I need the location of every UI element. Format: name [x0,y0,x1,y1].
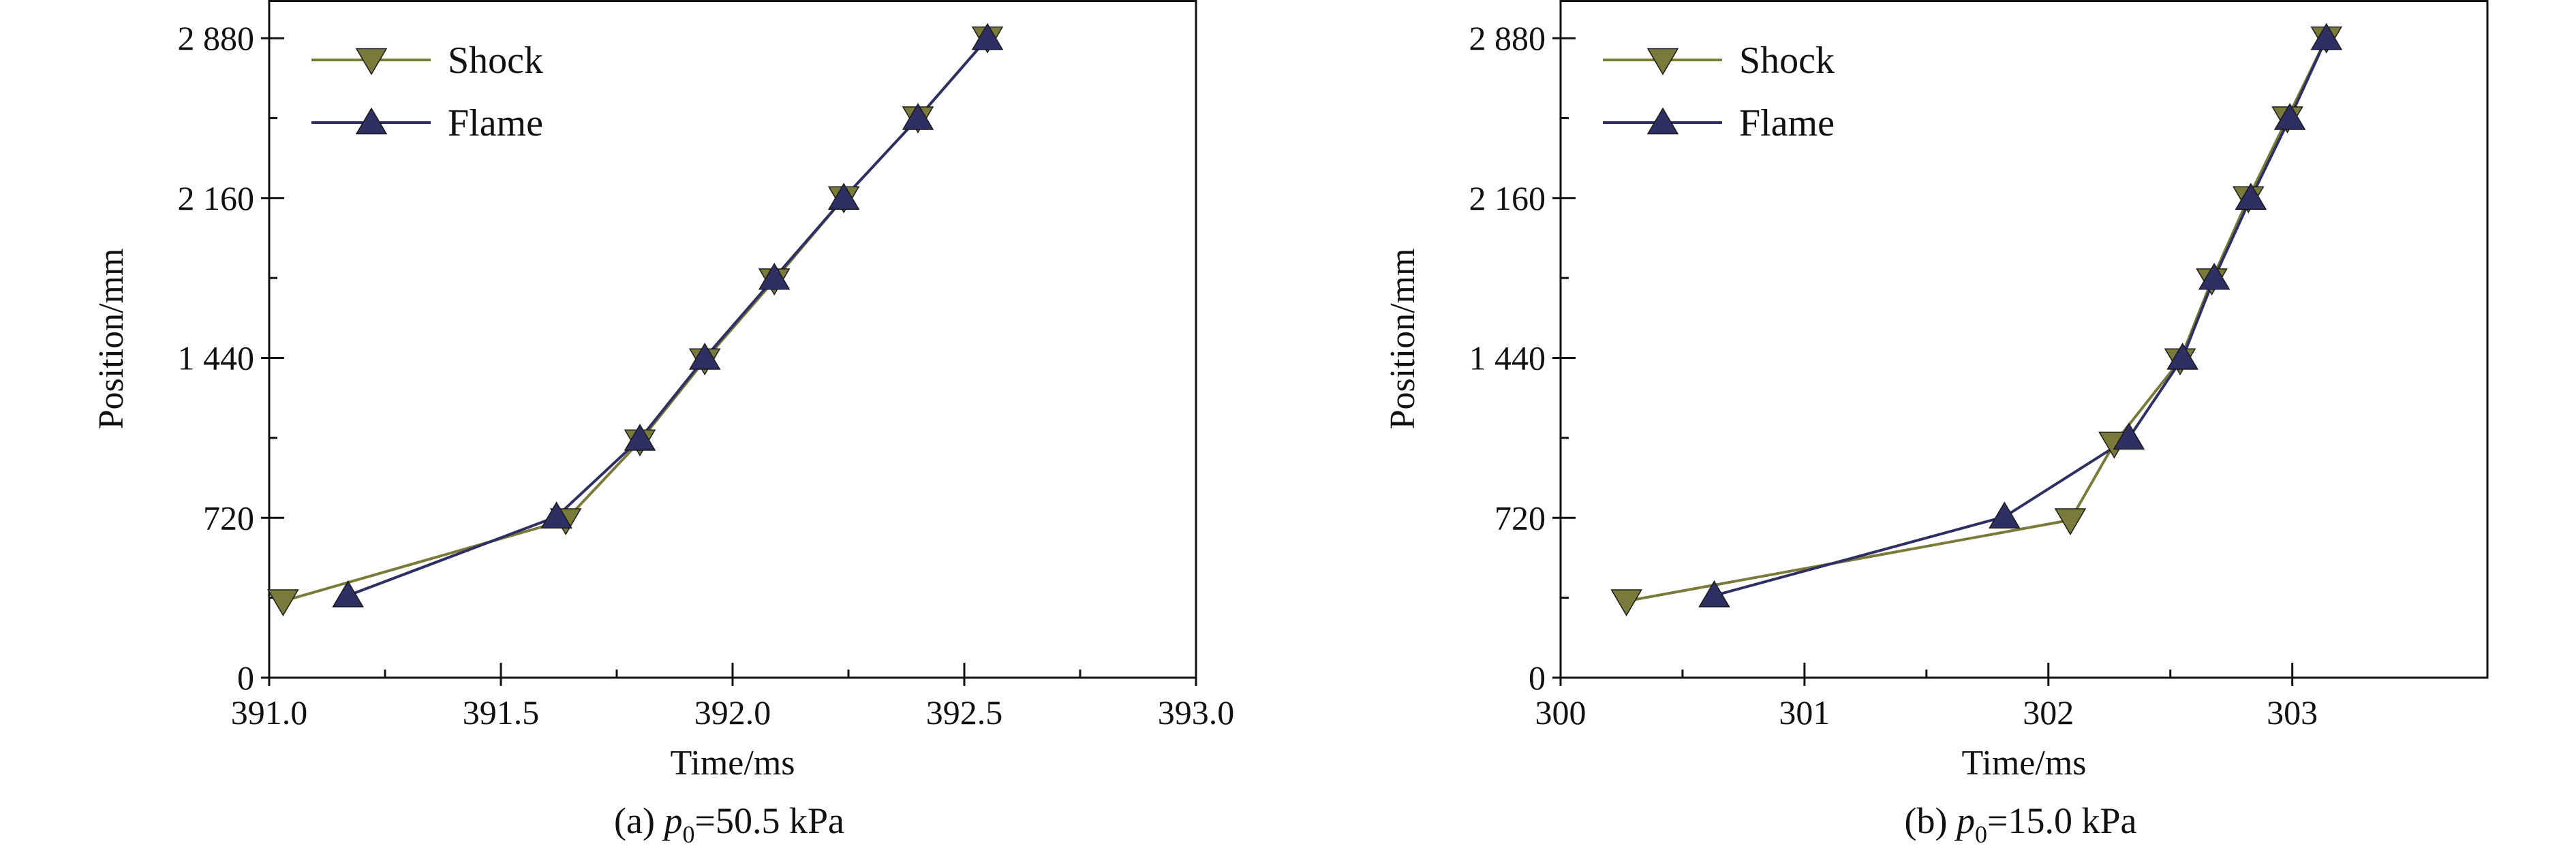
caption-symbol: p [1954,800,1975,841]
data-point-flame [2113,422,2145,450]
y-tick-label: 2 880 [1469,19,1546,57]
caption-subscript: 0 [682,821,694,848]
x-axis-title: Time/ms [1961,744,2086,783]
panel-caption: (a) p0=50.5 kPa [614,800,844,848]
legend-marker-flame [1646,107,1679,135]
data-point-flame [540,501,572,529]
x-tick-label: 393.0 [1158,693,1235,732]
x-tick-label: 300 [1535,693,1586,732]
x-tick-label: 302 [2023,693,2074,732]
x-tick-label: 392.5 [926,693,1003,732]
data-point-flame [971,22,1004,50]
x-tick-label: 391.5 [463,693,540,732]
series-line-flame [1713,37,2328,597]
y-axis-title: Position/mm [92,249,131,430]
data-point-flame [758,262,791,290]
caption-prefix: (b) [1905,800,1957,841]
panel-b: 0 720 1 440 2 160 2 880 300 301 302 303 Time/ms Po… [1383,0,2489,848]
y-tick-label: 0 [237,659,254,697]
legend-label-shock: Shock [448,40,543,82]
caption-symbol: p [661,800,682,841]
data-point-flame [688,343,721,370]
panel-caption: (b) p0=15.0 kPa [1905,800,2137,848]
legend-label-flame: Flame [448,102,543,144]
y-tick-label: 720 [203,499,254,537]
x-tick-label: 303 [2267,693,2318,732]
y-tick-label: 2 880 [178,19,255,57]
data-point-flame [2198,262,2230,290]
data-point-flame [827,183,860,210]
caption-prefix: (a) [614,800,664,841]
data-point-flame [2235,183,2267,210]
series-line-shock [1626,37,2328,603]
x-tick-label: 392.0 [694,693,771,732]
caption-subscript: 0 [1975,821,1987,848]
caption-suffix: =50.5 kPa [694,800,844,841]
legend-marker-shock [355,48,388,76]
plot-frame [268,0,1197,679]
legend-marker-flame [355,107,388,135]
data-point-flame [1989,501,2021,529]
x-tick-label: 301 [1779,693,1830,732]
legend-marker-shock [1646,48,1679,76]
data-point-flame [2273,103,2306,130]
legend-label-flame: Flame [1739,102,1835,144]
y-tick-label: 2 160 [1469,179,1546,217]
legend-label-shock: Shock [1739,40,1835,82]
data-point-shock [2054,508,2087,535]
x-axis-title: Time/ms [670,744,795,783]
data-point-flame [902,103,934,130]
data-point-flame [624,424,656,451]
y-tick-label: 720 [1494,499,1546,537]
y-tick-label: 1 440 [1469,339,1546,377]
series-line-flame [347,37,989,597]
x-tick-label: 391.0 [231,693,308,732]
plot-frame [1559,0,2489,679]
data-point-shock [1610,589,1642,616]
data-point-flame [2310,22,2343,50]
data-point-flame [1698,580,1730,608]
y-tick-label: 0 [1529,659,1546,697]
y-tick-label: 2 160 [178,179,255,217]
data-point-flame [332,580,364,608]
data-point-shock [267,589,299,616]
data-point-flame [2166,343,2198,370]
panel-a: 0 720 1 440 2 160 2 880 391.0 391.5 392.0 392.5 3… [92,0,1235,848]
y-tick-label: 1 440 [178,339,255,377]
caption-suffix: =15.0 kPa [1987,800,2136,841]
y-axis-title: Position/mm [1383,249,1422,430]
